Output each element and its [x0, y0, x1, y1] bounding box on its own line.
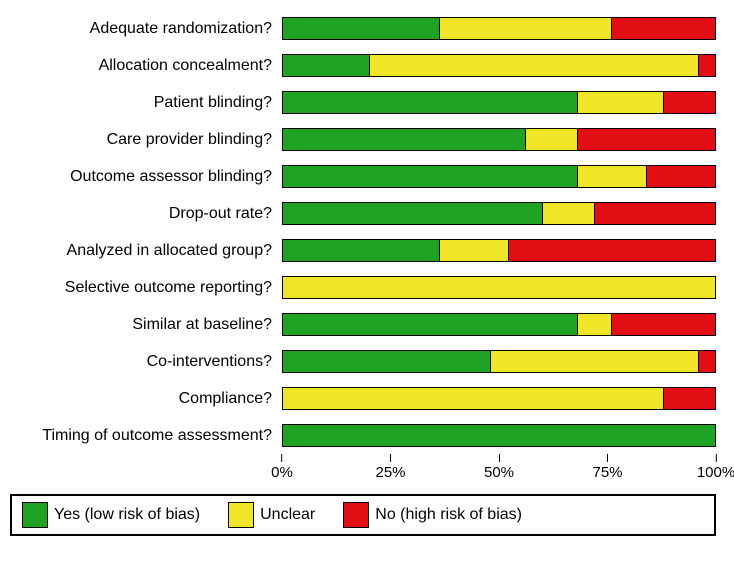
segment-unclear — [577, 92, 663, 113]
category-label: Selective outcome reporting? — [10, 279, 282, 297]
category-label: Care provider blinding? — [10, 131, 282, 149]
tick-label: 50% — [484, 464, 514, 481]
tick-line — [282, 454, 283, 462]
axis-tick: 50% — [484, 454, 514, 481]
segment-yes — [283, 351, 490, 372]
legend-swatch-unclear — [228, 502, 254, 528]
bar-track — [282, 54, 716, 77]
bar-row: Analyzed in allocated group? — [10, 232, 716, 269]
tick-label: 75% — [592, 464, 622, 481]
tick-line — [390, 454, 391, 462]
tick-line — [499, 454, 500, 462]
bar-track — [282, 276, 716, 299]
legend-label: Yes (low risk of bias) — [54, 506, 200, 524]
segment-unclear — [525, 129, 577, 150]
bar-row: Co-interventions? — [10, 343, 716, 380]
segment-yes — [283, 240, 439, 261]
bar-track — [282, 424, 716, 447]
segment-yes — [283, 92, 577, 113]
bar-track — [282, 91, 716, 114]
segment-no — [663, 388, 715, 409]
segment-unclear — [283, 277, 715, 298]
bar-row: Care provider blinding? — [10, 121, 716, 158]
segment-yes — [283, 425, 715, 446]
segment-no — [663, 92, 715, 113]
segment-unclear — [283, 388, 663, 409]
category-label: Adequate randomization? — [10, 20, 282, 38]
bar-row: Patient blinding? — [10, 84, 716, 121]
tick-line — [716, 454, 717, 462]
segment-yes — [283, 129, 525, 150]
bar-track — [282, 350, 716, 373]
bar-row: Compliance? — [10, 380, 716, 417]
segment-yes — [283, 18, 439, 39]
segment-unclear — [542, 203, 594, 224]
category-label: Outcome assessor blinding? — [10, 168, 282, 186]
segment-unclear — [369, 55, 697, 76]
segment-unclear — [439, 18, 612, 39]
bar-row: Similar at baseline? — [10, 306, 716, 343]
segment-no — [611, 18, 715, 39]
category-label: Compliance? — [10, 390, 282, 408]
axis-tick: 0% — [271, 454, 293, 481]
axis-tick: 25% — [375, 454, 405, 481]
segment-unclear — [577, 314, 612, 335]
legend-label: Unclear — [260, 506, 315, 524]
category-label: Similar at baseline? — [10, 316, 282, 334]
tick-label: 100% — [697, 464, 734, 481]
bar-row: Drop-out rate? — [10, 195, 716, 232]
legend-item-yes: Yes (low risk of bias) — [22, 502, 200, 528]
segment-no — [698, 55, 715, 76]
category-label: Patient blinding? — [10, 94, 282, 112]
axis-spacer — [10, 454, 282, 488]
bar-row: Adequate randomization? — [10, 10, 716, 47]
bar-track — [282, 17, 716, 40]
tick-label: 0% — [271, 464, 293, 481]
category-label: Analyzed in allocated group? — [10, 242, 282, 260]
tick-label: 25% — [375, 464, 405, 481]
bar-track — [282, 313, 716, 336]
axis-tick: 100% — [697, 454, 734, 481]
segment-yes — [283, 166, 577, 187]
legend-item-unclear: Unclear — [228, 502, 315, 528]
segment-unclear — [490, 351, 697, 372]
bar-row: Timing of outcome assessment? — [10, 417, 716, 454]
bar-row: Outcome assessor blinding? — [10, 158, 716, 195]
axis-row: 0%25%50%75%100% — [10, 454, 716, 488]
category-label: Allocation concealment? — [10, 57, 282, 75]
bar-track — [282, 165, 716, 188]
axis-tick: 75% — [592, 454, 622, 481]
bar-track — [282, 387, 716, 410]
bar-track — [282, 202, 716, 225]
segment-no — [508, 240, 715, 261]
bar-row: Selective outcome reporting? — [10, 269, 716, 306]
segment-no — [646, 166, 715, 187]
segment-no — [577, 129, 715, 150]
segment-yes — [283, 55, 369, 76]
bar-row: Allocation concealment? — [10, 47, 716, 84]
segment-unclear — [577, 166, 646, 187]
legend-item-no: No (high risk of bias) — [343, 502, 522, 528]
legend-label: No (high risk of bias) — [375, 506, 522, 524]
category-label: Timing of outcome assessment? — [10, 427, 282, 445]
legend: Yes (low risk of bias) Unclear No (high ri… — [10, 494, 716, 536]
legend-swatch-yes — [22, 502, 48, 528]
segment-unclear — [439, 240, 508, 261]
legend-swatch-no — [343, 502, 369, 528]
segment-yes — [283, 203, 542, 224]
risk-of-bias-chart: Adequate randomization? Allocation concea… — [0, 0, 734, 581]
segment-yes — [283, 314, 577, 335]
bar-track — [282, 239, 716, 262]
x-axis: 0%25%50%75%100% — [282, 454, 716, 488]
chart-area: Adequate randomization? Allocation concea… — [10, 10, 716, 536]
tick-line — [607, 454, 608, 462]
bars-region: Adequate randomization? Allocation concea… — [10, 10, 716, 454]
segment-no — [611, 314, 715, 335]
category-label: Co-interventions? — [10, 353, 282, 371]
segment-no — [698, 351, 715, 372]
bar-track — [282, 128, 716, 151]
segment-no — [594, 203, 715, 224]
category-label: Drop-out rate? — [10, 205, 282, 223]
